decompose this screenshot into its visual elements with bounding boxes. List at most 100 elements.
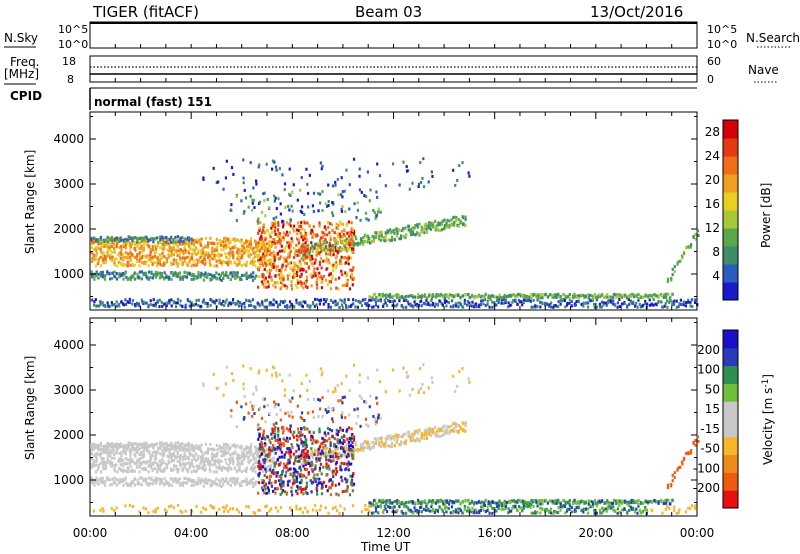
- power-cell: [115, 257, 118, 261]
- velocity-cell: [199, 479, 203, 483]
- power-cell: [328, 273, 331, 277]
- velocity-cell: [102, 445, 105, 449]
- power-cell: [124, 303, 128, 307]
- power-cell: [289, 248, 292, 252]
- power-cell: [488, 305, 491, 309]
- velocity-cell: [90, 457, 93, 461]
- velocity-cell: [168, 505, 171, 509]
- power-cell: [257, 243, 260, 247]
- power-cell: [535, 294, 538, 298]
- power-cell: [161, 246, 164, 250]
- power-cell: [126, 300, 129, 304]
- power-cell: [245, 261, 248, 265]
- velocity-cell: [568, 499, 571, 503]
- power-cell: [225, 271, 228, 275]
- power-cell: [370, 305, 374, 309]
- power-cell: [355, 242, 358, 246]
- power-cell: [309, 246, 313, 250]
- power-cell: [330, 253, 333, 257]
- power-cell: [697, 233, 700, 237]
- power-cell: [274, 220, 277, 224]
- power-cell: [365, 217, 368, 221]
- power-cell: [170, 304, 173, 308]
- power-cell: [118, 251, 121, 255]
- power-cell: [455, 293, 458, 297]
- power-cell: [151, 245, 154, 249]
- velocity-cell: [170, 452, 173, 456]
- velocity-cell: [109, 483, 112, 487]
- power-cell: [192, 249, 195, 253]
- velocity-cell: [161, 444, 164, 448]
- power-cell: [168, 299, 171, 303]
- power-cell: [530, 296, 533, 300]
- power-cell: [645, 302, 649, 306]
- power-cell: [229, 255, 232, 259]
- power-cell: [292, 255, 296, 259]
- power-cell: [273, 229, 276, 233]
- velocity-cell: [186, 468, 189, 472]
- power-cell: [261, 254, 265, 258]
- power-cell: [241, 246, 244, 250]
- velocity-cell: [109, 454, 112, 458]
- power-cell: [133, 271, 136, 275]
- velocity-cell: [271, 460, 274, 464]
- velocity-cell: [388, 499, 392, 503]
- power-cell: [455, 219, 458, 223]
- velocity-cell: [650, 508, 653, 512]
- power-cell: [129, 236, 132, 240]
- power-cell: [111, 257, 114, 261]
- power-cell: [257, 221, 260, 225]
- power-cell: [544, 301, 547, 305]
- beam-label: Beam 03: [355, 3, 422, 21]
- power-cell: [344, 303, 348, 307]
- power-cell: [326, 283, 329, 287]
- velocity-cell: [225, 461, 228, 465]
- velocity-cell: [304, 506, 307, 510]
- velocity-cell: [459, 507, 462, 511]
- power-cell: [215, 298, 218, 302]
- velocity-cell: [445, 505, 448, 509]
- power-cell: [101, 242, 105, 246]
- velocity-cell: [427, 500, 430, 504]
- power-cell: [115, 272, 118, 276]
- velocity-cell: [163, 452, 166, 456]
- power-cell: [249, 244, 253, 248]
- power-cell: [183, 270, 186, 274]
- power-cell: [380, 232, 383, 236]
- power-cell: [657, 294, 660, 298]
- power-cell: [132, 237, 135, 241]
- velocity-cell: [215, 465, 218, 469]
- velocity-cell: [172, 480, 175, 484]
- power-cell: [276, 265, 279, 269]
- velocity-cell: [129, 453, 132, 457]
- power-cell: [227, 237, 230, 241]
- power-cell: [232, 253, 235, 257]
- velocity-cell: [475, 511, 478, 515]
- velocity-cell: [213, 460, 216, 464]
- velocity-cell: [113, 509, 116, 513]
- power-cell: [149, 247, 152, 251]
- velocity-cell: [491, 506, 494, 510]
- power-cell: [213, 274, 216, 278]
- power-cell: [129, 253, 132, 257]
- power-cell: [270, 303, 274, 307]
- power-cell: [422, 227, 425, 231]
- power-cell: [122, 245, 125, 249]
- power-cell: [430, 296, 434, 300]
- freq-tick-top: 18: [62, 55, 76, 68]
- power-cell: [346, 256, 349, 260]
- power-cell: [316, 242, 319, 246]
- power-cell: [337, 287, 340, 291]
- power-cell: [324, 237, 327, 241]
- power-cell: [451, 295, 454, 299]
- power-cell: [274, 226, 277, 230]
- power-cell: [128, 297, 131, 301]
- power-cell: [218, 301, 221, 305]
- power-cell: [621, 293, 624, 297]
- velocity-cell: [258, 449, 261, 453]
- power-cell: [184, 275, 187, 279]
- velocity-cell: [211, 483, 214, 487]
- velocity-cell: [218, 482, 221, 486]
- power-cell: [673, 269, 676, 273]
- power-cell: [514, 294, 517, 298]
